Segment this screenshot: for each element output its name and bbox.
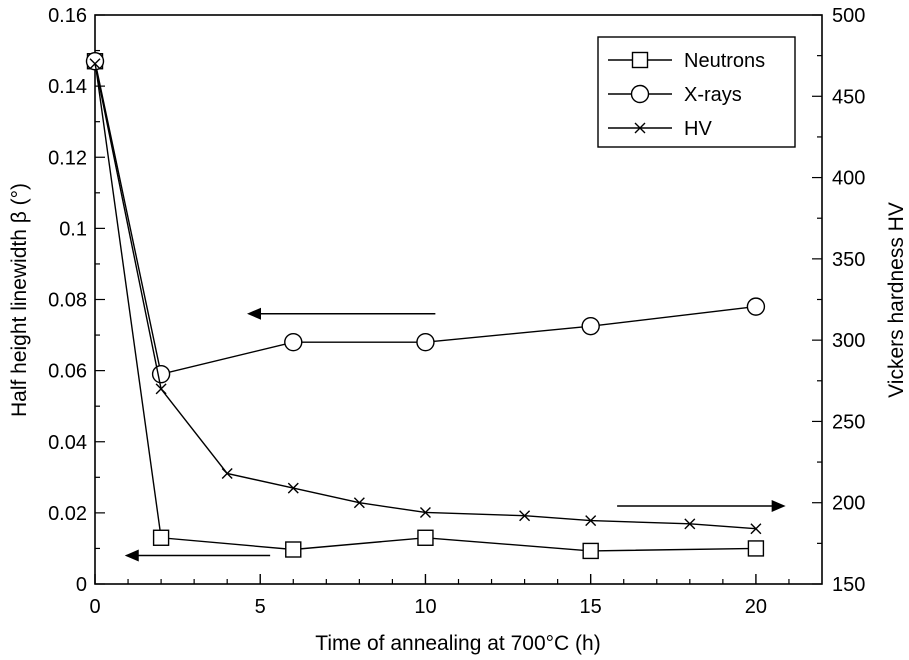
series-group	[85, 52, 766, 560]
x-tick-label: 5	[255, 596, 266, 618]
y-left-tick-label: 0.1	[59, 218, 87, 240]
hv-point	[419, 506, 431, 518]
series-line-x-rays	[94, 61, 756, 376]
legend-marker-neutrons	[631, 51, 649, 69]
hv-point	[221, 467, 233, 479]
y-left-tick-label: 0.14	[48, 76, 87, 98]
legend-label-x-rays: X-rays	[684, 84, 742, 106]
y-right-tick-label: 350	[832, 249, 865, 271]
legend-label-hv: HV	[684, 118, 712, 140]
arrow-head	[124, 549, 139, 562]
y-right-tick-label: 300	[832, 330, 865, 352]
y-right-tick-label: 250	[832, 411, 865, 433]
neutrons-point	[417, 529, 434, 546]
y-left-tick-label: 0	[76, 574, 87, 596]
neutrons-point	[582, 542, 599, 560]
y-right-tick-label: 500	[832, 5, 865, 27]
y-axis-label-left: Half height linewidth β (°)	[8, 183, 31, 417]
y-right-tick-label: 150	[832, 574, 865, 596]
y-left-tick-label: 0.12	[48, 147, 87, 169]
y-left-tick-label: 0.06	[48, 361, 87, 383]
y-right-tick-label: 450	[832, 86, 865, 108]
neutrons-point	[152, 529, 170, 546]
x-rays-point	[746, 297, 766, 316]
series-hv	[89, 58, 762, 535]
y-axis-label-right: Vickers hardness HV	[885, 202, 908, 398]
hv-point	[353, 497, 365, 509]
x-rays-point	[85, 52, 105, 71]
arrow-left	[124, 549, 271, 562]
arrow-right	[617, 499, 786, 512]
legend-marker-hv	[634, 122, 646, 134]
ticks: 0 5 10 15 2000.020.040.060.080.10.120.140.16…	[48, 5, 865, 618]
neutrons-point	[747, 540, 765, 557]
legend-items: Neutrons X-rays HV	[608, 50, 765, 140]
hv-point	[750, 523, 762, 535]
y-left-tick-label: 0.16	[48, 5, 87, 27]
hv-point	[287, 482, 299, 494]
hv-point	[519, 510, 531, 522]
series-neutrons	[86, 53, 765, 560]
x-rays-point	[284, 332, 303, 352]
y-left-tick-label: 0.02	[48, 503, 87, 525]
y-left-tick-label: 0.04	[48, 432, 87, 454]
arrow-head	[247, 307, 262, 320]
x-tick-label: 10	[414, 596, 436, 618]
hv-point	[585, 515, 597, 527]
legend: Neutrons X-rays HV	[597, 36, 796, 148]
x-axis-label: Time of annealing at 700°C (h)	[315, 632, 600, 655]
x-rays-point	[416, 332, 435, 352]
hv-point	[155, 383, 167, 395]
x-tick-label: 15	[580, 596, 602, 618]
arrow-head	[771, 499, 786, 512]
y-right-tick-label: 400	[832, 168, 865, 190]
y-right-tick-label: 200	[832, 493, 865, 515]
hv-point	[89, 58, 101, 70]
direction-arrows	[124, 307, 786, 562]
x-rays-point	[151, 364, 171, 384]
legend-marker-x-rays	[630, 84, 650, 104]
neutrons-point	[285, 541, 302, 558]
series-x-rays	[85, 52, 766, 384]
series-line-hv	[94, 63, 756, 530]
series-line-neutrons	[94, 61, 756, 552]
x-tick-label: 20	[745, 596, 767, 618]
hv-point	[684, 518, 696, 530]
arrow-left	[247, 307, 436, 320]
x-tick-label: 0	[89, 596, 100, 618]
y-left-tick-label: 0.08	[48, 290, 87, 312]
x-rays-point	[581, 316, 600, 336]
legend-label-neutrons: Neutrons	[684, 50, 765, 72]
